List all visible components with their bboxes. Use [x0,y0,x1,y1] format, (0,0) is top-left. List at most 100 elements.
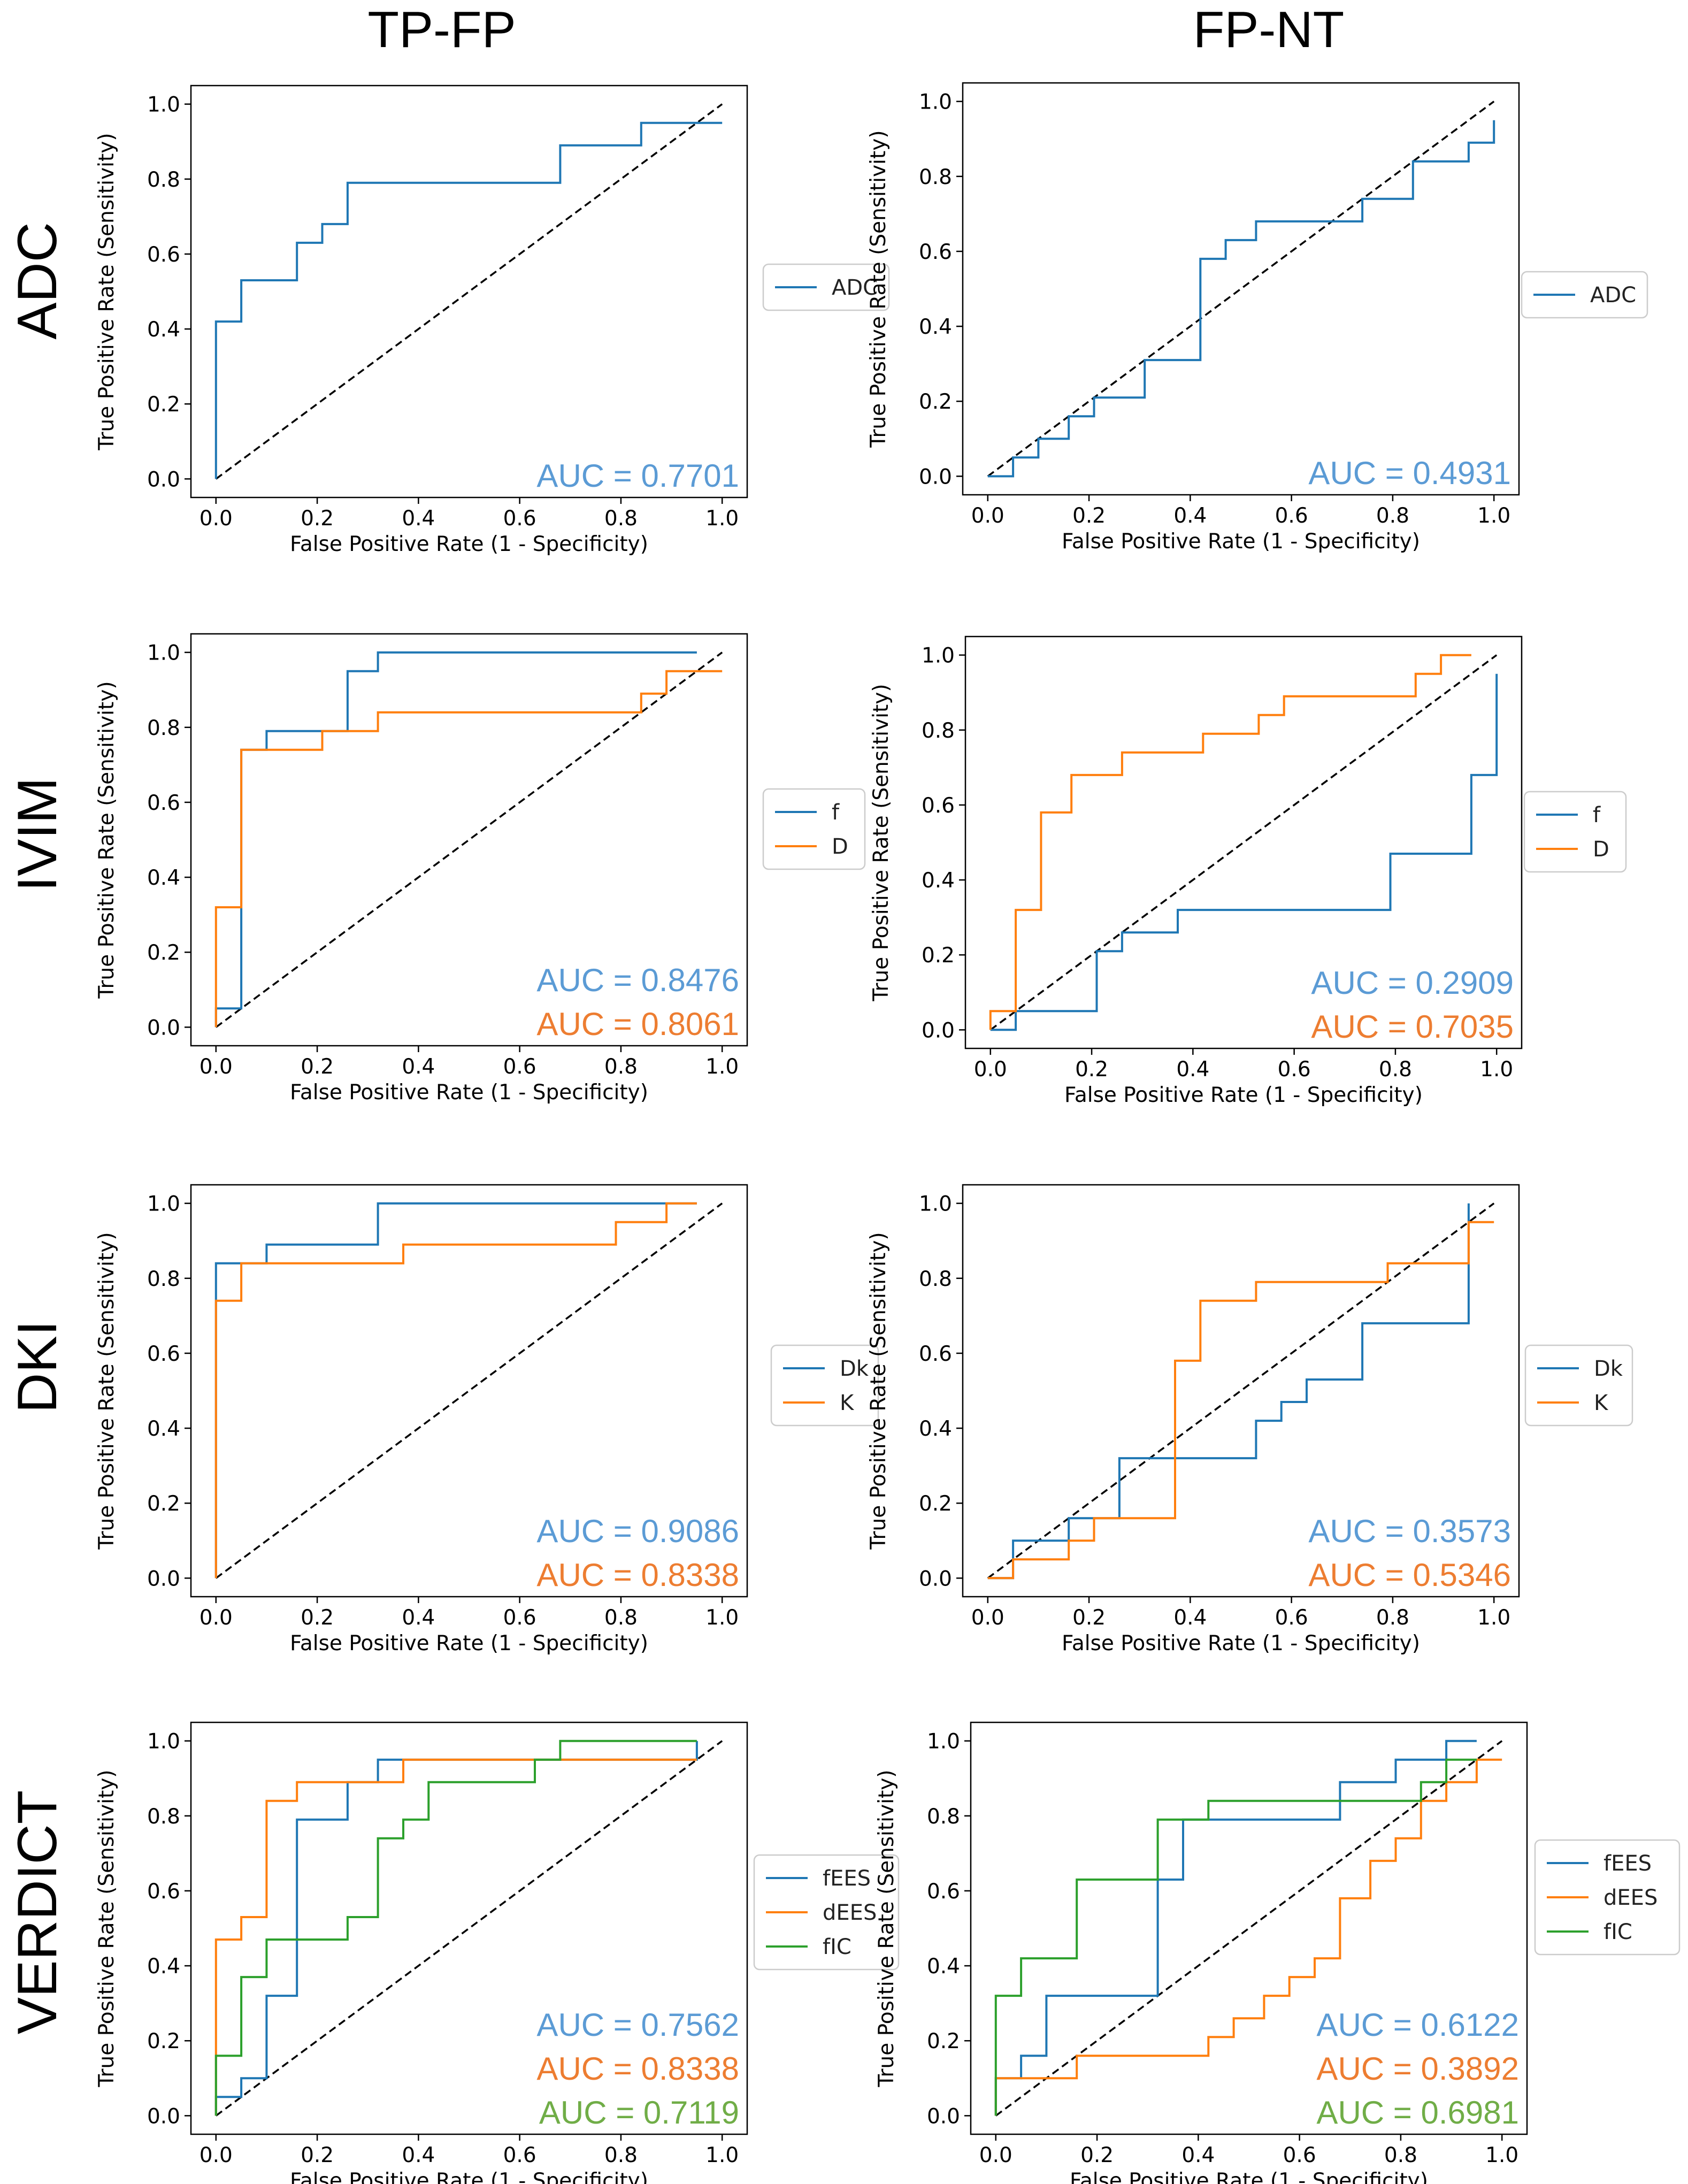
y-tick-label: 0.6 [927,1880,960,1904]
y-axis-label: True Positive Rate (Sensitivity) [866,1232,891,1550]
legend-entry-f: f [832,800,840,825]
x-tick-label: 0.2 [1075,1057,1108,1082]
x-tick-label: 1.0 [1477,1606,1510,1630]
x-tick-label: 0.6 [1275,504,1308,528]
plot-frame [190,1721,748,2135]
legend-box [753,1854,900,1971]
y-tick-label: 0.6 [919,1342,952,1366]
column-title-tp-fp: TP-FP [367,1,516,58]
y-tick-label: 0.0 [927,2104,960,2128]
y-tick-label: 0.2 [147,1492,180,1516]
y-tick-label: 0.2 [922,944,955,968]
plot-frame [190,1184,748,1598]
x-tick-label: 0.8 [604,1055,638,1079]
x-tick-label: 1.0 [705,507,739,531]
legend: Dk K [1524,1344,1633,1427]
legend-entry-dEES: dEES [1603,1886,1658,1910]
x-tick-label: 0.2 [301,507,334,531]
x-tick-label: 0.8 [604,1606,638,1630]
y-tick-label: 0.4 [147,318,180,342]
y-tick-label: 0.0 [922,1018,955,1043]
y-axis-label: True Positive Rate (Sensitivity) [95,1232,119,1550]
auc-label-Dk: AUC = 0.3573 [1308,1513,1511,1549]
legend-entry-fIC: fIC [1603,1920,1632,1944]
roc-chart-verdict-fpnt: 0.0 0.0 0.2 0.2 0.4 0.4 0.6 0.6 0.8 0.8 1.0 1.0 Fals… [874,1721,1681,2184]
roc-curve-Dk [987,1203,1470,1580]
x-tick-label: 1.0 [705,1606,739,1630]
y-tick-label: 0.8 [147,168,180,192]
roc-chart-adc-fpnt: 0.0 0.0 0.2 0.2 0.4 0.4 0.6 0.6 0.8 0.8 1.0 1.0 Fals… [866,82,1648,554]
x-axis-label: False Positive Rate (1 - Specificity) [290,1080,648,1105]
y-tick-label: 0.0 [147,1016,180,1040]
y-tick-label: 0.2 [919,1492,952,1516]
x-axis-label: False Positive Rate (1 - Specificity) [290,532,648,556]
x-tick-label: 0.2 [1072,1606,1106,1630]
y-tick-label: 0.8 [919,165,952,189]
x-tick-label: 1.0 [1485,2143,1518,2167]
y-tick-label: 1.0 [147,1730,180,1754]
x-tick-label: 0.4 [402,1606,435,1630]
chance-reference-line [215,103,723,480]
plot-frame [970,1721,1528,2135]
x-axis-label: False Positive Rate (1 - Specificity) [1064,1083,1423,1107]
y-axis-label: True Positive Rate (Sensitivity) [866,130,891,448]
auc-label-ADC: AUC = 0.4931 [1308,455,1511,491]
y-tick-label: 0.0 [147,2104,180,2128]
x-tick-label: 0.4 [1173,504,1207,528]
x-tick-label: 0.0 [971,504,1004,528]
row-title-verdict: VERDICT [6,1790,68,2034]
y-tick-label: 0.0 [147,1567,180,1591]
x-tick-label: 0.4 [1173,1606,1207,1630]
y-tick-label: 0.6 [147,243,180,267]
legend-entry-Dk: Dk [840,1357,869,1381]
auc-label-fEES: AUC = 0.6122 [1316,2007,1519,2043]
roc-curve-ADC [214,121,723,479]
legend-entry-D: D [832,834,848,859]
plot-frame [964,635,1523,1049]
x-tick-label: 0.0 [200,507,233,531]
x-axis-label: False Positive Rate (1 - Specificity) [290,1631,648,1656]
x-tick-label: 1.0 [705,1055,739,1079]
y-tick-label: 0.6 [922,794,955,818]
x-tick-label: 0.4 [402,1055,435,1079]
y-tick-label: 1.0 [147,641,180,665]
y-tick-label: 0.4 [919,315,952,339]
roc-curve-f [214,651,697,1028]
auc-label-Dk: AUC = 0.9086 [536,1513,739,1549]
auc-label-fEES: AUC = 0.7562 [536,2007,739,2043]
legend: ADC [762,263,890,311]
auc-label-f: AUC = 0.8476 [536,962,739,998]
roc-chart-verdict-tpfp: 0.0 0.0 0.2 0.2 0.4 0.4 0.6 0.6 0.8 0.8 1.0 1.0 Fals… [95,1721,900,2184]
roc-curve-fEES [994,1739,1477,2116]
x-tick-label: 1.0 [1480,1057,1513,1082]
y-axis-label: True Positive Rate (Sensitivity) [95,1769,119,2087]
y-tick-label: 0.2 [147,941,180,965]
x-tick-label: 0.2 [1080,2143,1114,2167]
roc-curve-dEES [994,1758,1502,2116]
auc-label-fIC: AUC = 0.7119 [539,2095,739,2131]
y-tick-label: 0.0 [147,468,180,492]
roc-chart-ivim-fpnt: 0.0 0.0 0.2 0.2 0.4 0.4 0.6 0.6 0.8 0.8 1.0 1.0 Fals… [869,635,1627,1107]
y-tick-label: 0.4 [922,869,955,893]
legend-box [1534,1839,1681,1956]
roc-curve-Dk [214,1202,697,1578]
legend-entry-fEES: fEES [823,1866,871,1891]
x-tick-label: 0.2 [301,1055,334,1079]
y-tick-label: 0.4 [147,1417,180,1441]
row-title-dki: DKI [6,1320,68,1413]
x-tick-label: 0.6 [503,1055,536,1079]
legend-entry-f: f [1593,803,1601,827]
legend-box [770,1344,879,1427]
roc-curve-ADC [987,120,1495,478]
x-tick-label: 0.4 [402,2143,435,2167]
x-axis-label: False Positive Rate (1 - Specificity) [290,2169,648,2184]
legend-entry-fIC: fIC [823,1935,851,1959]
chance-reference-line [215,1202,723,1579]
auc-label-dEES: AUC = 0.8338 [536,2051,739,2087]
y-axis-label: True Positive Rate (Sensitivity) [95,133,119,450]
y-tick-label: 0.0 [919,1567,952,1591]
roc-curve-D [989,654,1471,1030]
y-tick-label: 0.0 [919,465,952,489]
row-title-adc: ADC [6,222,68,340]
